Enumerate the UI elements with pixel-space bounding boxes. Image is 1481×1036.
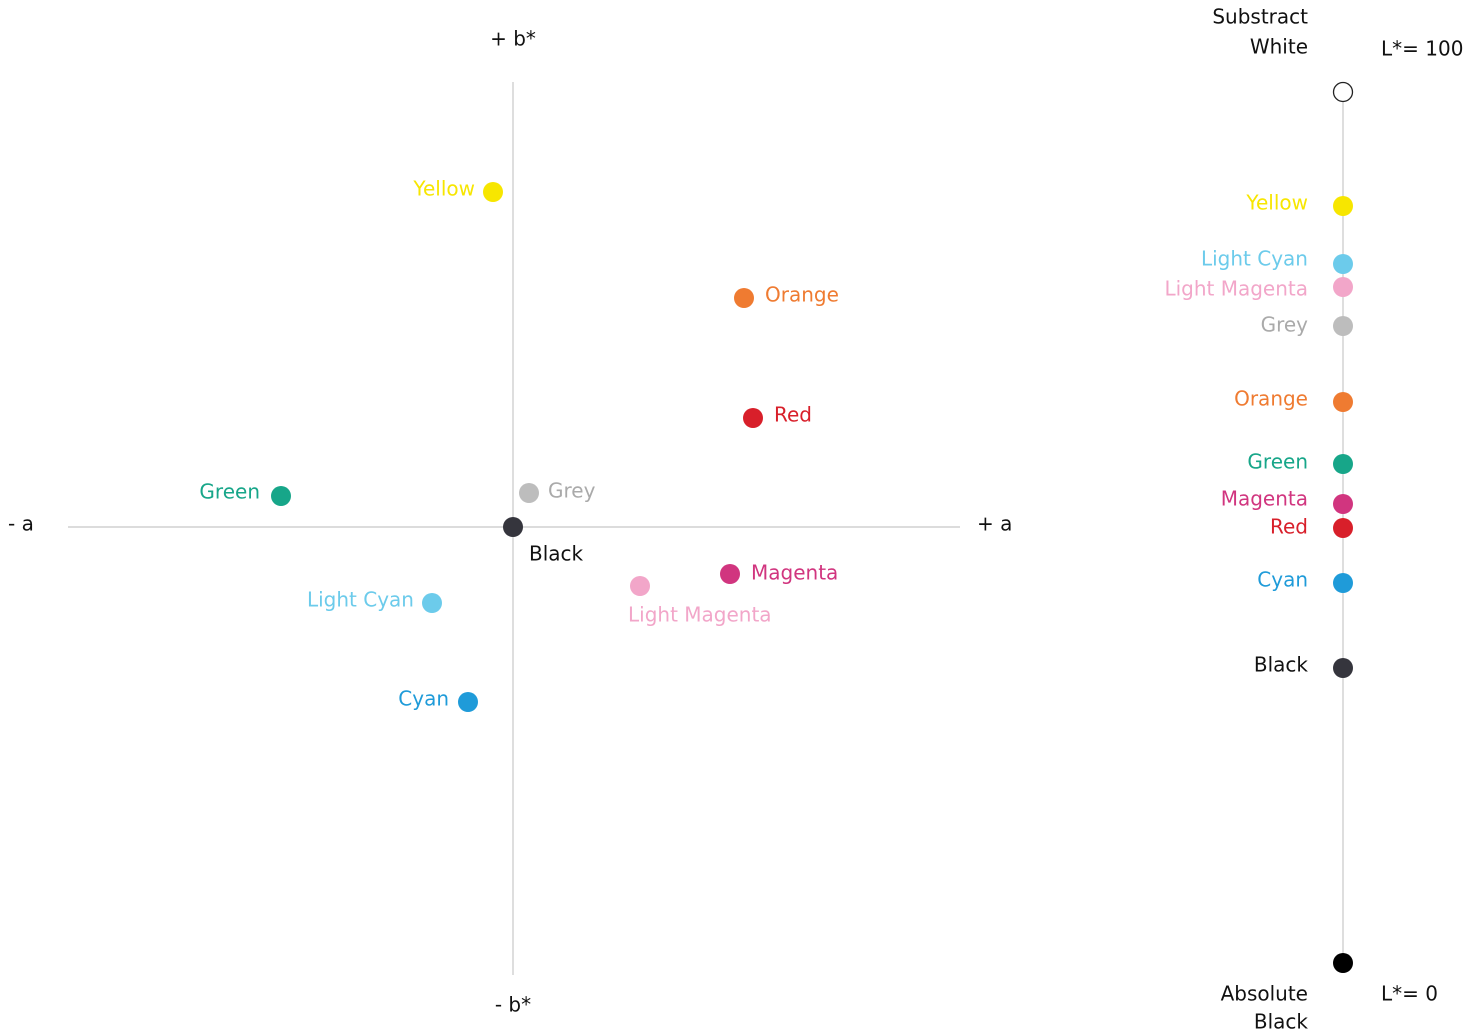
color-point — [483, 182, 503, 202]
scale-point — [1333, 277, 1353, 297]
point-label: Red — [774, 403, 812, 427]
axis-label: - b* — [495, 993, 531, 1017]
scale-point — [1333, 658, 1353, 678]
scale-point-label: Magenta — [1221, 487, 1308, 511]
scale-point-label: Cyan — [1257, 568, 1308, 592]
point-label: Light Cyan — [307, 588, 414, 612]
scale-point — [1333, 494, 1353, 514]
color-point — [630, 576, 650, 596]
point-label: Yellow — [412, 177, 475, 201]
scale-point-label: Grey — [1261, 313, 1309, 337]
color-point — [458, 692, 478, 712]
scale-point-label: Black — [1254, 653, 1309, 677]
point-label: Orange — [765, 283, 839, 307]
scale-point-label: Green — [1247, 450, 1308, 474]
scale-value: L*= 0 — [1381, 982, 1438, 1006]
scale-point-label: Light Cyan — [1201, 247, 1308, 271]
axis-label: + a — [977, 512, 1012, 536]
white-point — [1332, 81, 1354, 103]
color-point — [422, 593, 442, 613]
scale-label: White — [1250, 35, 1308, 59]
scale-label: Substract — [1212, 5, 1308, 29]
axis-label: - a — [8, 512, 34, 536]
scale-point-label: Yellow — [1245, 191, 1308, 215]
scale-point — [1333, 392, 1353, 412]
point-label: Grey — [548, 479, 596, 503]
point-label: Magenta — [751, 561, 838, 585]
color-point — [743, 408, 763, 428]
point-label: Cyan — [398, 687, 449, 711]
color-point — [720, 564, 740, 584]
scale-value: L*= 100 — [1381, 37, 1463, 61]
scale-point-label: Red — [1270, 515, 1308, 539]
point-label: Light Magenta — [628, 603, 772, 627]
scale-point — [1333, 254, 1353, 274]
scale-point — [1333, 196, 1353, 216]
scale-point — [1333, 316, 1353, 336]
point-label: Green — [199, 480, 260, 504]
scale-label: Absolute — [1221, 982, 1308, 1006]
color-point — [503, 517, 523, 537]
scale-point-label: Light Magenta — [1164, 277, 1308, 301]
black-point — [1333, 953, 1353, 973]
scale-point-label: Orange — [1234, 387, 1308, 411]
scale-point — [1333, 518, 1353, 538]
color-point — [519, 483, 539, 503]
color-point — [271, 486, 291, 506]
scale-point — [1333, 573, 1353, 593]
color-point — [734, 288, 754, 308]
point-label: Black — [529, 542, 584, 566]
scale-point — [1333, 454, 1353, 474]
axis-label: + b* — [490, 27, 536, 51]
scale-label: Black — [1254, 1010, 1309, 1034]
